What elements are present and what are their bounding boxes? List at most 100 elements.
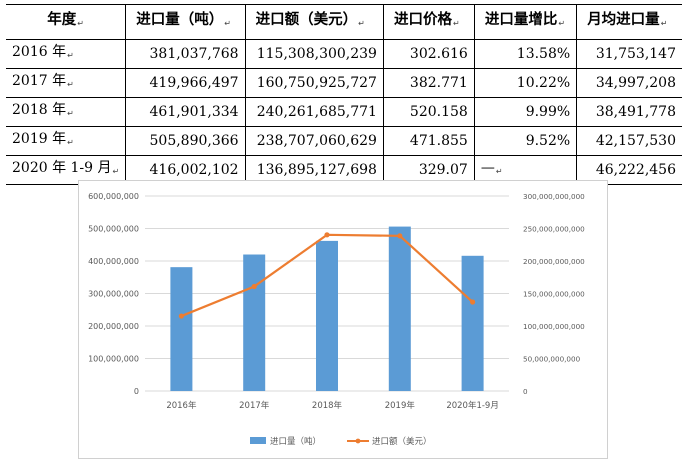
left-tick-label: 500,000,000 — [88, 225, 139, 234]
table-row: 2016 年↵ 381,037,768 115,308,300,239 302.616… — [6, 39, 682, 69]
cell-value: 9.99% — [525, 104, 571, 120]
bar — [388, 226, 411, 391]
right-tick-label: 250,000,000,000 — [523, 225, 585, 234]
line-point — [470, 299, 476, 305]
table-cell: 160,750,925,727 — [244, 68, 384, 98]
cell-value: 34,997,208 — [595, 75, 676, 91]
table-row: 2018 年↵ 461,901,334 240,261,685,771 520.158… — [6, 97, 682, 127]
bar — [316, 240, 338, 391]
table-cell: 34,997,208 — [576, 68, 682, 98]
right-tick-label: 300,000,000,000 — [523, 192, 585, 201]
line-point — [178, 313, 184, 319]
table-cell: 419,966,497 — [125, 68, 246, 98]
column-header-label: 年度 — [47, 12, 77, 28]
cell-value: 9.52% — [525, 133, 571, 149]
column-header: 进口价格↵ — [382, 4, 475, 40]
cell-value: 382.771 — [409, 75, 468, 91]
cell-value: 505,890,366 — [149, 133, 239, 149]
cell-value: 2019 年 — [12, 131, 67, 147]
left-tick-label: 200,000,000 — [88, 322, 139, 331]
cell-value: 302.616 — [409, 46, 468, 62]
row-year-cell: 2017 年↵ — [6, 68, 127, 98]
cell-value: 42,157,530 — [595, 133, 676, 149]
right-tick-label: 100,000,000,000 — [523, 322, 585, 331]
legend-label: 进口量（吨） — [270, 436, 321, 447]
column-header-label: 进口量增比 — [484, 12, 558, 28]
paragraph-mark-icon: ↵ — [660, 19, 668, 28]
table-cell: 115,308,300,239 — [244, 39, 384, 69]
column-header-label: 进口额（美元） — [255, 12, 358, 28]
cell-value: 520.158 — [409, 104, 468, 120]
table-cell: 42,157,530 — [576, 126, 682, 156]
table-cell: 505,890,366 — [125, 126, 246, 156]
line-point — [324, 232, 330, 238]
x-tick-label: 2020年1-9月 — [446, 400, 499, 411]
right-tick-label: 150,000,000,000 — [523, 290, 585, 299]
column-header: 年度↵ — [6, 4, 127, 40]
table-cell: 9.99% — [473, 97, 578, 127]
cell-value: 2016 年 — [12, 44, 67, 60]
import-table: 年度↵ 进口量（吨）↵ 进口额（美元）↵ 进口价格↵ 进口量增比↵ 月均进口量↵ 2016 … — [6, 4, 682, 185]
cell-value: 136,895,127,698 — [256, 162, 377, 178]
paragraph-mark-icon: ↵ — [67, 51, 74, 60]
paragraph-mark-icon: ↵ — [495, 167, 503, 176]
cell-value: 31,753,147 — [595, 46, 676, 62]
column-header: 进口额（美元）↵ — [244, 4, 384, 40]
bar — [461, 255, 484, 391]
table-header-row: 年度↵ 进口量（吨）↵ 进口额（美元）↵ 进口价格↵ 进口量增比↵ 月均进口量↵ — [6, 4, 682, 40]
legend-label: 进口额（美元） — [372, 436, 432, 447]
line-point — [397, 233, 403, 239]
table-cell: 238,707,060,629 — [244, 126, 384, 156]
x-tick-label: 2016年 — [166, 400, 197, 411]
cell-value: 416,002,102 — [149, 162, 239, 178]
left-tick-label: 400,000,000 — [88, 257, 139, 266]
row-year-cell: 2018 年↵ — [6, 97, 127, 127]
left-tick-label: 600,000,000 — [88, 192, 139, 201]
column-header-label: 月均进口量 — [587, 12, 660, 28]
paragraph-mark-icon: ↵ — [77, 19, 84, 28]
right-tick-label: 50,000,000,000 — [523, 355, 581, 364]
cell-value: 461,901,334 — [149, 104, 239, 120]
right-tick-label: 0 — [523, 387, 528, 396]
row-year-cell: 2019 年↵ — [6, 126, 127, 156]
cell-value: 240,261,685,771 — [256, 104, 377, 120]
cell-value: 329.07 — [418, 162, 468, 178]
paragraph-mark-icon: ↵ — [358, 19, 365, 28]
paragraph-mark-icon: ↵ — [112, 167, 120, 176]
cell-value: 471.855 — [409, 133, 468, 149]
left-tick-label: 100,000,000 — [88, 355, 139, 364]
chart-frame: 0 100,000,000 200,000,000 300,000,000 400,00… — [78, 180, 608, 459]
row-year-cell: 2016 年↵ — [6, 39, 127, 69]
table-cell: 382.771 — [382, 68, 475, 98]
paragraph-mark-icon: ↵ — [67, 80, 74, 89]
import-chart: 0 100,000,000 200,000,000 300,000,000 400,00… — [88, 192, 585, 447]
table-row: 2017 年↵ 419,966,497 160,750,925,727 382.771… — [6, 68, 682, 98]
cell-value: 238,707,060,629 — [256, 133, 377, 149]
table-cell: 302.616 — [382, 39, 475, 69]
table-cell: 461,901,334 — [125, 97, 246, 127]
cell-value: 381,037,768 — [149, 46, 239, 62]
cell-value: 160,750,925,727 — [256, 75, 377, 91]
cell-value: 38,491,778 — [595, 104, 676, 120]
x-tick-label: 2019年 — [385, 400, 416, 411]
table-cell: 10.22% — [473, 68, 578, 98]
x-tick-label: 2018年 — [312, 400, 343, 411]
column-header-label: 进口价格 — [393, 12, 452, 28]
column-header-label: 进口量（吨） — [136, 12, 224, 28]
cell-value: — — [480, 160, 495, 176]
cell-value: 2020 年 1-9 月 — [12, 160, 112, 176]
bar — [243, 254, 266, 391]
table-cell: 31,753,147 — [576, 39, 682, 69]
line-point — [251, 283, 257, 290]
table-cell: 240,261,685,771 — [244, 97, 384, 127]
paragraph-mark-icon: ↵ — [67, 109, 74, 118]
cell-value: 10.22% — [516, 75, 571, 91]
table-cell: 471.855 — [382, 126, 475, 156]
x-tick-label: 2017年 — [239, 400, 270, 411]
left-tick-label: 300,000,000 — [88, 290, 139, 299]
table-cell: 9.52% — [473, 126, 578, 156]
cell-value: 13.58% — [516, 46, 571, 62]
right-tick-label: 200,000,000,000 — [523, 257, 585, 266]
left-tick-label: 0 — [134, 387, 139, 396]
cell-value: 46,222,456 — [595, 162, 676, 178]
